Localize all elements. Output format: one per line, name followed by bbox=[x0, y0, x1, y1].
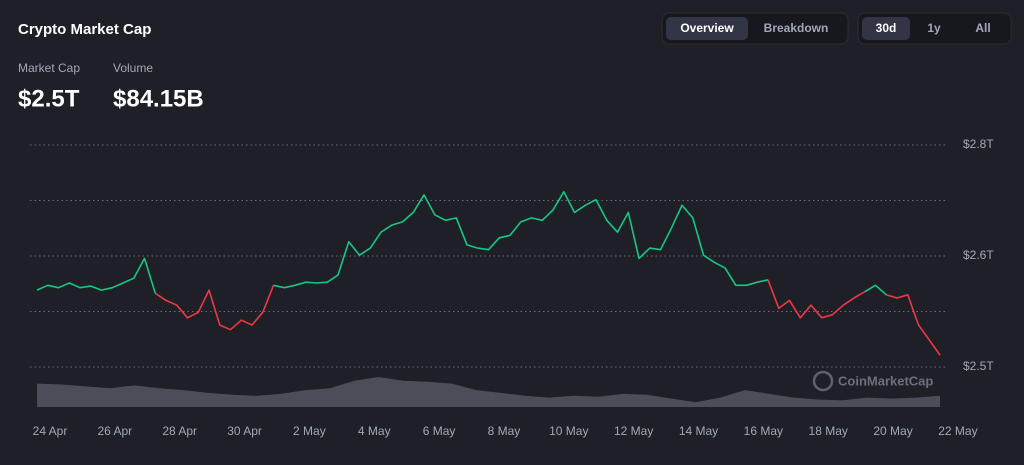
stat-value: $2.5T bbox=[18, 85, 80, 112]
x-tick-label: 12 May bbox=[614, 424, 653, 438]
price-line bbox=[886, 293, 941, 356]
x-tick-label: 28 Apr bbox=[162, 424, 197, 438]
x-tick-label: 30 Apr bbox=[227, 424, 262, 438]
stat-label: Volume bbox=[113, 61, 153, 75]
tab[interactable]: All bbox=[975, 21, 990, 35]
y-tick-label: $2.5T bbox=[963, 359, 994, 373]
x-tick-label: 4 May bbox=[358, 424, 391, 438]
tab-active bbox=[862, 17, 910, 40]
x-tick-label: 8 May bbox=[488, 424, 521, 438]
x-tick-label: 18 May bbox=[809, 424, 848, 438]
price-line bbox=[767, 279, 866, 319]
tab[interactable]: 1y bbox=[927, 21, 941, 35]
y-tick-label: $2.6T bbox=[963, 248, 994, 262]
x-tick-label: 20 May bbox=[873, 424, 912, 438]
watermark-text: CoinMarketCap bbox=[838, 373, 933, 388]
x-tick-label: 22 May bbox=[938, 424, 977, 438]
volume-area bbox=[37, 377, 940, 407]
tab[interactable]: 30d bbox=[876, 21, 897, 35]
x-tick-label: 10 May bbox=[549, 424, 588, 438]
x-tick-label: 2 May bbox=[293, 424, 326, 438]
x-tick-label: 24 Apr bbox=[33, 424, 68, 438]
watermark: CoinMarketCap bbox=[812, 370, 933, 392]
x-tick-label: 26 Apr bbox=[97, 424, 132, 438]
price-line bbox=[864, 284, 887, 296]
tab[interactable]: Overview bbox=[680, 21, 734, 35]
x-tick-label: 16 May bbox=[744, 424, 783, 438]
y-tick-label: $2.8T bbox=[963, 137, 994, 151]
tab-active bbox=[666, 17, 748, 40]
price-line bbox=[273, 191, 769, 289]
price-line bbox=[36, 257, 157, 294]
stat-label: Market Cap bbox=[18, 61, 80, 75]
x-tick-label: 14 May bbox=[679, 424, 718, 438]
x-tick-label: 6 May bbox=[423, 424, 456, 438]
price-line bbox=[154, 285, 275, 331]
title: Crypto Market Cap bbox=[18, 21, 151, 38]
tab[interactable]: Breakdown bbox=[764, 21, 829, 35]
stat-value: $84.15B bbox=[113, 85, 204, 112]
